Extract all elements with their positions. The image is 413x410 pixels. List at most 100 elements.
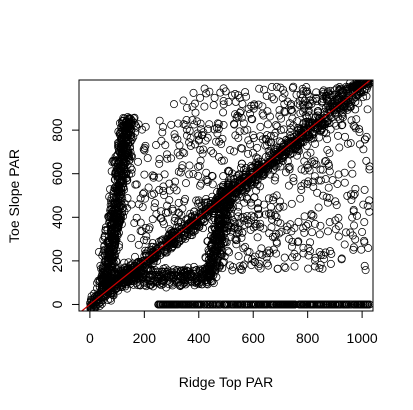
data-point [268,300,277,309]
data-point [305,300,314,309]
data-point [266,112,274,121]
data-point [164,243,173,252]
data-point [357,245,366,254]
data-point [203,300,212,309]
data-point [302,113,311,122]
data-point [269,95,278,104]
data-point [348,231,357,240]
data-point [349,243,358,252]
data-point [141,246,150,255]
data-point [265,151,274,160]
data-point [304,220,313,229]
data-point [265,229,274,238]
data-point [293,238,302,247]
data-point [316,221,325,230]
data-point [267,83,276,91]
data-point [296,194,305,203]
data-point [360,218,369,227]
data-point [233,172,242,181]
data-point [131,273,140,282]
data-point [171,133,179,142]
data-point [299,224,308,233]
data-point [238,144,247,153]
data-point [100,247,109,255]
data-point [334,232,343,241]
data-point [311,256,319,265]
data-point [181,300,190,309]
data-point [251,257,259,266]
data-point [243,254,252,263]
data-point [108,219,117,228]
data-point [348,83,357,92]
data-point [110,235,119,244]
data-point [197,179,206,188]
data-point [211,200,220,209]
data-point [216,188,225,197]
data-point [334,170,343,179]
data-point [282,226,291,235]
data-point [361,266,370,275]
data-point [314,124,323,133]
data-point [158,217,167,226]
data-point [123,148,132,157]
data-point [285,235,293,243]
data-point [209,101,218,110]
data-point [300,212,309,221]
data-point [237,214,246,223]
data-point [299,118,308,127]
data-point [130,270,138,279]
data-point [199,145,208,154]
data-point [155,159,164,168]
data-point [253,143,262,152]
data-point [233,224,242,233]
data-point [323,198,332,207]
data-point [331,197,340,206]
data-point [248,115,257,124]
data-point [331,225,340,234]
data-point [270,176,279,185]
data-point [288,83,297,92]
data-point [284,163,293,172]
data-point [305,96,314,105]
data-point [148,270,157,279]
data-point [327,249,336,258]
data-point [159,186,168,195]
data-point [241,88,250,97]
data-point [211,237,220,246]
data-point [178,161,187,170]
data-point [189,170,198,178]
data-point [217,140,226,149]
data-point [359,200,368,209]
data-point [115,130,124,139]
data-point [264,147,273,155]
data-point [299,243,308,252]
data-point [191,217,200,226]
data-point [170,100,178,109]
data-point [138,125,147,134]
data-point [271,173,280,182]
data-point [144,246,153,255]
data-point [122,170,130,178]
data-point [188,116,197,125]
data-point [127,234,136,243]
data-point [350,122,359,131]
data-point [262,91,271,100]
data-point [177,164,186,173]
data-point [309,177,318,186]
data-point [131,252,139,261]
data-point [270,131,279,140]
data-point [205,120,214,129]
data-point [148,250,157,259]
data-point [215,210,224,219]
data-point [129,275,138,283]
x-axis: 0 200 400 600 800 1000 [86,310,378,346]
data-point [280,100,289,108]
data-point [303,87,312,96]
data-point [185,138,194,147]
data-point [110,158,119,167]
data-point [314,107,323,115]
data-point [168,279,177,288]
data-point [194,199,203,208]
data-point [271,121,280,130]
data-point [154,243,163,252]
